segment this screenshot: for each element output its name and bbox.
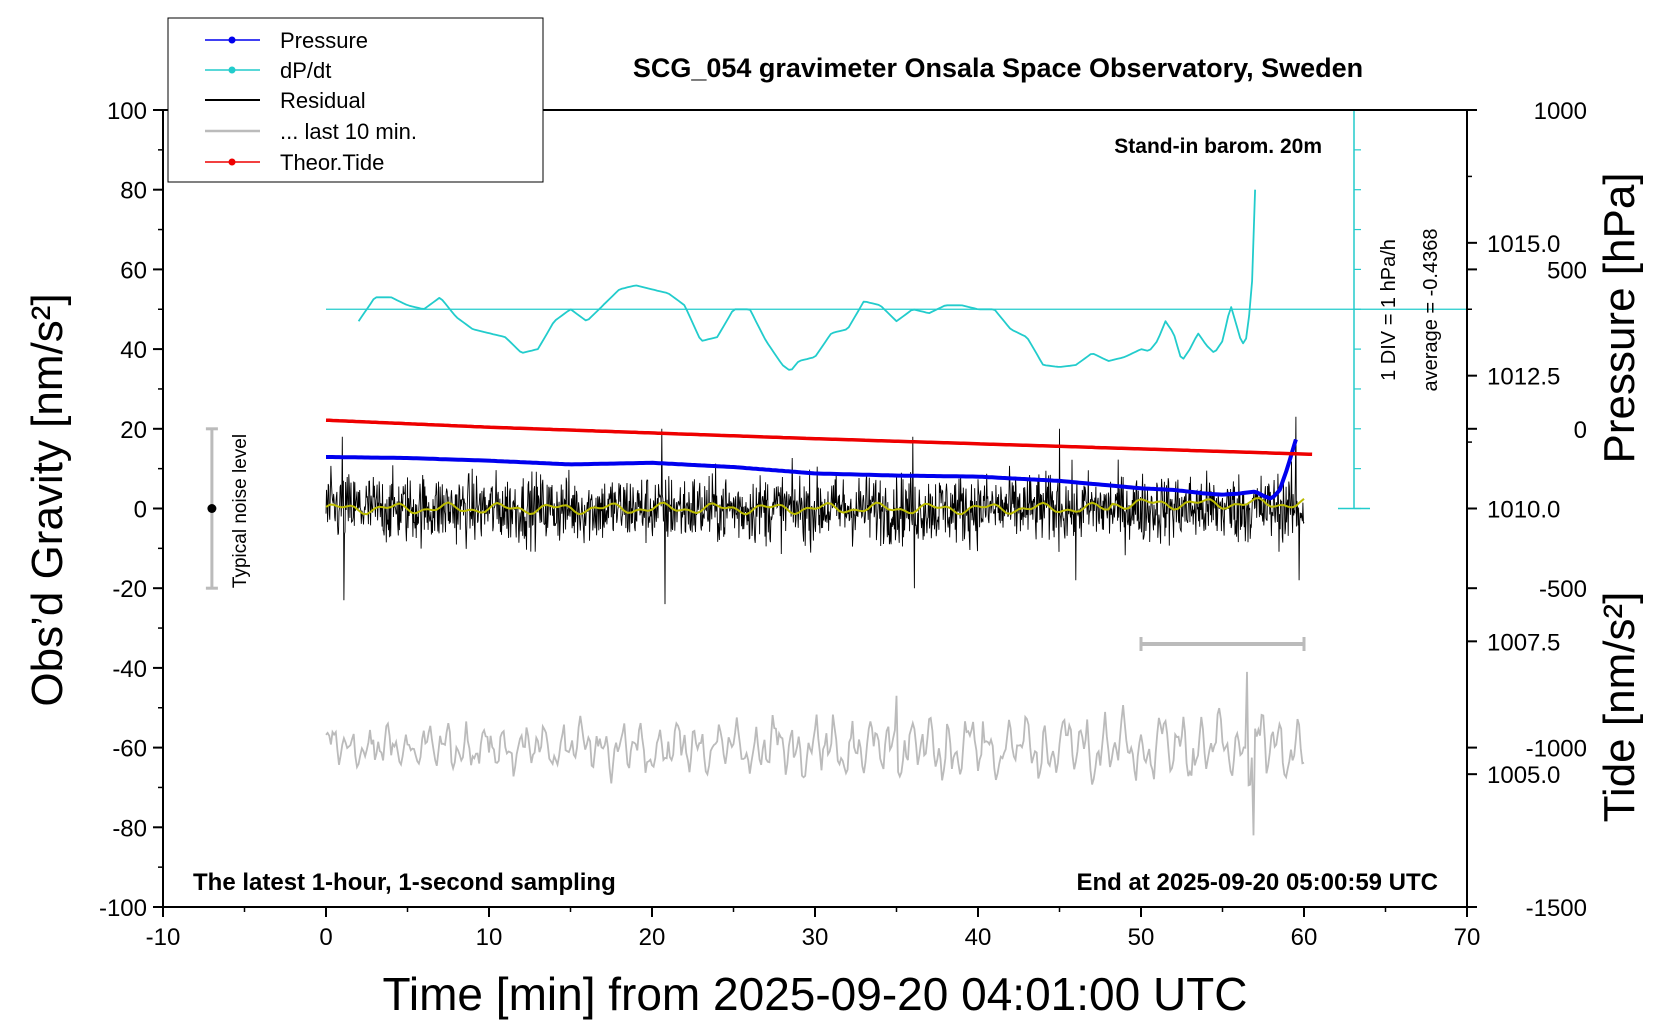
- chart-title: SCG_054 gravimeter Onsala Space Observat…: [633, 53, 1363, 83]
- footer-right-annotation: End at 2025-09-20 05:00:59 UTC: [1077, 869, 1439, 896]
- axis-ticks: -10 0 10 20 30 40 50 60 70-100-80-60-40-20020406…: [99, 98, 1587, 951]
- legend-label-tide: Theor.Tide: [280, 150, 384, 175]
- x-tick-label: 0: [319, 924, 332, 951]
- y-axis-label-pressure: Pressure [hPa]: [1595, 172, 1644, 463]
- y-tick-label: -80: [112, 815, 147, 842]
- legend-entry-last10: ... last 10 min.: [205, 119, 417, 144]
- x-tick-label: 40: [965, 924, 992, 951]
- legend-label-pressure: Pressure: [280, 28, 368, 53]
- legend-label-residual: Residual: [280, 88, 366, 113]
- x-tick-label: 20: [639, 924, 666, 951]
- residual-line: [325, 416, 1305, 605]
- dp-dt-line: [357, 189, 1256, 371]
- tide-tick-label: -500: [1539, 576, 1587, 603]
- y-tick-label: 40: [120, 337, 147, 364]
- y-tick-label: 20: [120, 417, 147, 444]
- legend-entry-tide: Theor.Tide: [205, 150, 384, 175]
- legend-entry-dpdt: dP/dt: [205, 58, 331, 83]
- tide-tick-label: -1000: [1526, 736, 1587, 763]
- pressure-tick-label: 1005.0: [1487, 762, 1560, 789]
- pressure-tick-label: 1007.5: [1487, 629, 1560, 656]
- legend-label-last10: ... last 10 min.: [280, 119, 417, 144]
- x-tick-label: 60: [1291, 924, 1318, 951]
- x-tick-label: 50: [1128, 924, 1155, 951]
- y-tick-label: -60: [112, 736, 147, 763]
- x-axis-label: Time [min] from 2025-09-20 04:01:00 UTC: [383, 968, 1248, 1020]
- pressure-tick-label: 1012.5: [1487, 364, 1560, 391]
- y-tick-label: -100: [99, 895, 147, 922]
- y-tick-label: -40: [112, 656, 147, 683]
- legend-marker-pressure: [228, 36, 236, 44]
- barometer-annotation: Stand-in barom. 20m: [1114, 135, 1322, 158]
- x-tick-label: 70: [1454, 924, 1481, 951]
- tide-tick-label: 0: [1574, 417, 1587, 444]
- dpdt-scale-annotation: 1 DIV = 1 hPa/h: [1378, 239, 1400, 381]
- y-axis-label-gravity: Obs’d Gravity [nm/s²]: [23, 293, 72, 706]
- legend-marker-dpdt: [228, 66, 236, 74]
- y-axis-label-tide: Tide [nm/s²]: [1595, 592, 1644, 823]
- y-tick-label: 60: [120, 257, 147, 284]
- noise-level-dot: [207, 504, 217, 513]
- y-tick-label: 100: [107, 98, 147, 125]
- plot-series: [205, 109, 1467, 836]
- legend-label-dpdt: dP/dt: [280, 58, 331, 83]
- smoothed-residual-line: [325, 497, 1305, 516]
- legend-marker-tide: [228, 158, 236, 166]
- legend-entry-residual: Residual: [205, 88, 366, 113]
- legend-entry-pressure: Pressure: [205, 28, 368, 53]
- y-tick-label: -20: [112, 576, 147, 603]
- pressure-line: [326, 438, 1298, 501]
- tide-tick-label: 500: [1547, 257, 1587, 284]
- legend: Pressure dP/dt Residual ... last 10 min.…: [167, 17, 544, 183]
- x-tick-label: 30: [802, 924, 829, 951]
- theor-tide-line: [325, 418, 1313, 457]
- x-tick-label: 10: [476, 924, 503, 951]
- pressure-tick-label: 1010.0: [1487, 497, 1560, 524]
- tide-tick-label: 1000: [1534, 98, 1587, 125]
- y-tick-label: 80: [120, 178, 147, 205]
- last10-line: [325, 671, 1305, 836]
- footer-left-annotation: The latest 1-hour, 1-second sampling: [193, 869, 616, 896]
- x-tick-label: -10: [146, 924, 181, 951]
- y-tick-label: 0: [134, 497, 147, 524]
- tide-tick-label: -1500: [1526, 895, 1587, 922]
- dpdt-average-annotation: average = -0.4368: [1420, 229, 1442, 392]
- pressure-tick-label: 1015.0: [1487, 231, 1560, 258]
- noise-level-label: Typical noise level: [230, 434, 251, 588]
